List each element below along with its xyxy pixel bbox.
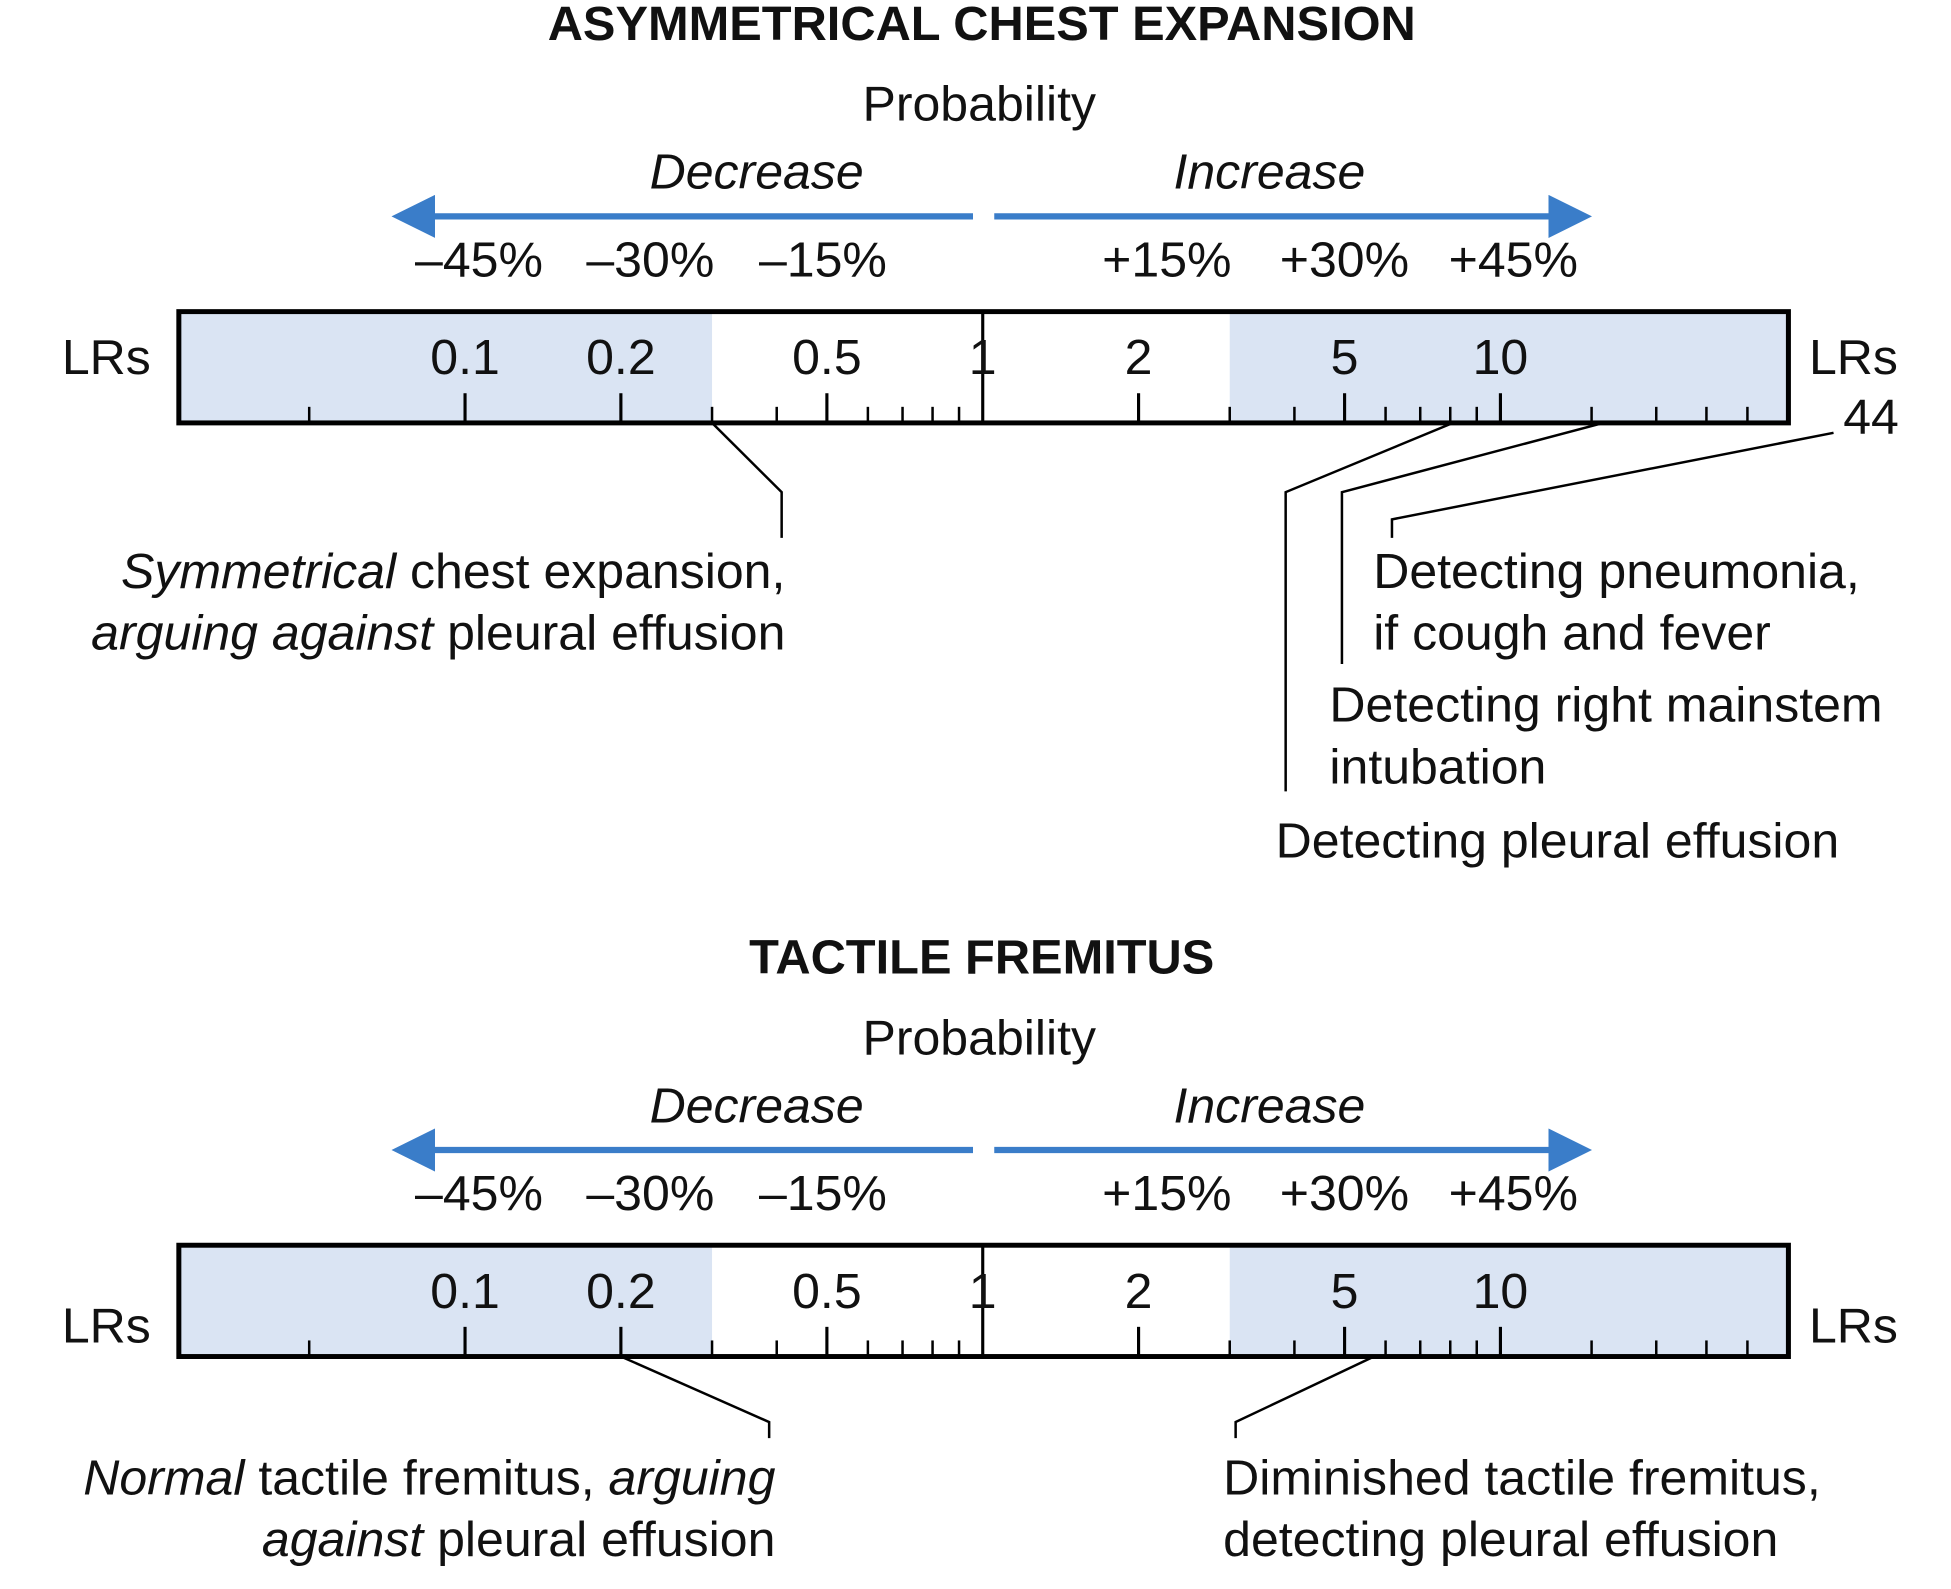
axis-label-right: LRs xyxy=(1809,1298,1898,1354)
tick-label: 0.1 xyxy=(430,329,500,385)
percent-label: +30% xyxy=(1280,1165,1409,1221)
label-segment: Detecting pneumonia, xyxy=(1373,543,1860,599)
probability-label: Probability xyxy=(862,1010,1096,1066)
tick-label: 5 xyxy=(1331,329,1359,385)
probability-label: Probability xyxy=(862,76,1096,132)
panel-title: ASYMMETRICAL CHEST EXPANSION xyxy=(548,0,1416,51)
finding-label: arguing against pleural effusion xyxy=(91,605,785,661)
finding-label: Diminished tactile fremitus, xyxy=(1223,1450,1821,1506)
lr-value-label: 44 xyxy=(1843,389,1899,445)
label-segment: pleural effusion xyxy=(423,1512,775,1568)
percent-label: –45% xyxy=(415,1165,543,1221)
finding-label: Detecting right mainstem xyxy=(1329,677,1882,733)
percent-label: +30% xyxy=(1280,232,1409,288)
leader-line xyxy=(1390,431,1834,538)
label-segment: Symmetrical xyxy=(121,543,398,599)
finding-label: Normal tactile fremitus, arguing xyxy=(83,1450,775,1506)
tick-label: 2 xyxy=(1125,329,1153,385)
tick-label: 0.1 xyxy=(430,1263,500,1319)
percent-label: –15% xyxy=(759,232,887,288)
finding-label: Detecting pleural effusion xyxy=(1276,813,1840,869)
percent-label: –30% xyxy=(586,1165,714,1221)
increase-label: Increase xyxy=(1173,144,1365,200)
panel-title: TACTILE FREMITUS xyxy=(749,931,1214,985)
percent-label: +15% xyxy=(1102,1165,1231,1221)
percent-label: +15% xyxy=(1102,232,1231,288)
decrease-label: Decrease xyxy=(650,1078,864,1134)
label-segment: if cough and fever xyxy=(1373,605,1771,661)
tick-label: 5 xyxy=(1331,1263,1359,1319)
leader-line xyxy=(1284,421,1454,792)
tick-label: 10 xyxy=(1473,1263,1529,1319)
leader-line xyxy=(620,1355,771,1439)
label-segment: tactile fremitus, xyxy=(244,1450,608,1506)
tick-label: 0.2 xyxy=(586,329,656,385)
label-segment: Diminished tactile fremitus, xyxy=(1223,1450,1821,1506)
label-segment: arguing xyxy=(609,1450,776,1506)
tick-label: 10 xyxy=(1473,329,1529,385)
label-segment: Detecting pleural effusion xyxy=(1276,813,1840,869)
tick-label: 2 xyxy=(1125,1263,1153,1319)
finding-label: against pleural effusion xyxy=(262,1512,775,1568)
increase-label: Increase xyxy=(1173,1078,1365,1134)
axis-label-left: LRs xyxy=(62,1298,151,1354)
shade-high xyxy=(1229,311,1789,423)
finding-label: intubation xyxy=(1329,739,1546,795)
finding-label: if cough and fever xyxy=(1373,605,1771,661)
label-segment: Normal xyxy=(83,1450,246,1506)
finding-label: Symmetrical chest expansion, xyxy=(121,543,785,599)
leader-line xyxy=(1234,1355,1375,1439)
label-segment: pleural effusion xyxy=(433,605,785,661)
tick-label: 0.2 xyxy=(586,1263,656,1319)
tick-label: 1 xyxy=(969,329,997,385)
percent-label: +45% xyxy=(1449,1165,1578,1221)
label-segment: Detecting right mainstem xyxy=(1329,677,1882,733)
axis-label-right: LRs xyxy=(1809,329,1898,385)
percent-label: –15% xyxy=(759,1165,887,1221)
label-segment: arguing against xyxy=(91,605,435,661)
tick-label: 0.5 xyxy=(792,1263,862,1319)
label-segment: against xyxy=(262,1512,425,1568)
tick-label: 0.5 xyxy=(792,329,862,385)
label-segment: intubation xyxy=(1329,739,1546,795)
decrease-label: Decrease xyxy=(650,144,864,200)
leader-line xyxy=(1340,421,1604,665)
shade-low xyxy=(178,1245,713,1357)
leader-line xyxy=(711,422,783,538)
tick-label: 1 xyxy=(969,1263,997,1319)
shade-high xyxy=(1229,1245,1789,1357)
label-segment: chest expansion, xyxy=(396,543,785,599)
finding-label: Detecting pneumonia, xyxy=(1373,543,1860,599)
percent-label: –30% xyxy=(586,232,714,288)
finding-label: detecting pleural effusion xyxy=(1223,1512,1778,1568)
percent-label: –45% xyxy=(415,232,543,288)
axis-label-left: LRs xyxy=(62,329,151,385)
percent-label: +45% xyxy=(1449,232,1578,288)
label-segment: detecting pleural effusion xyxy=(1223,1512,1778,1568)
shade-low xyxy=(178,311,713,423)
